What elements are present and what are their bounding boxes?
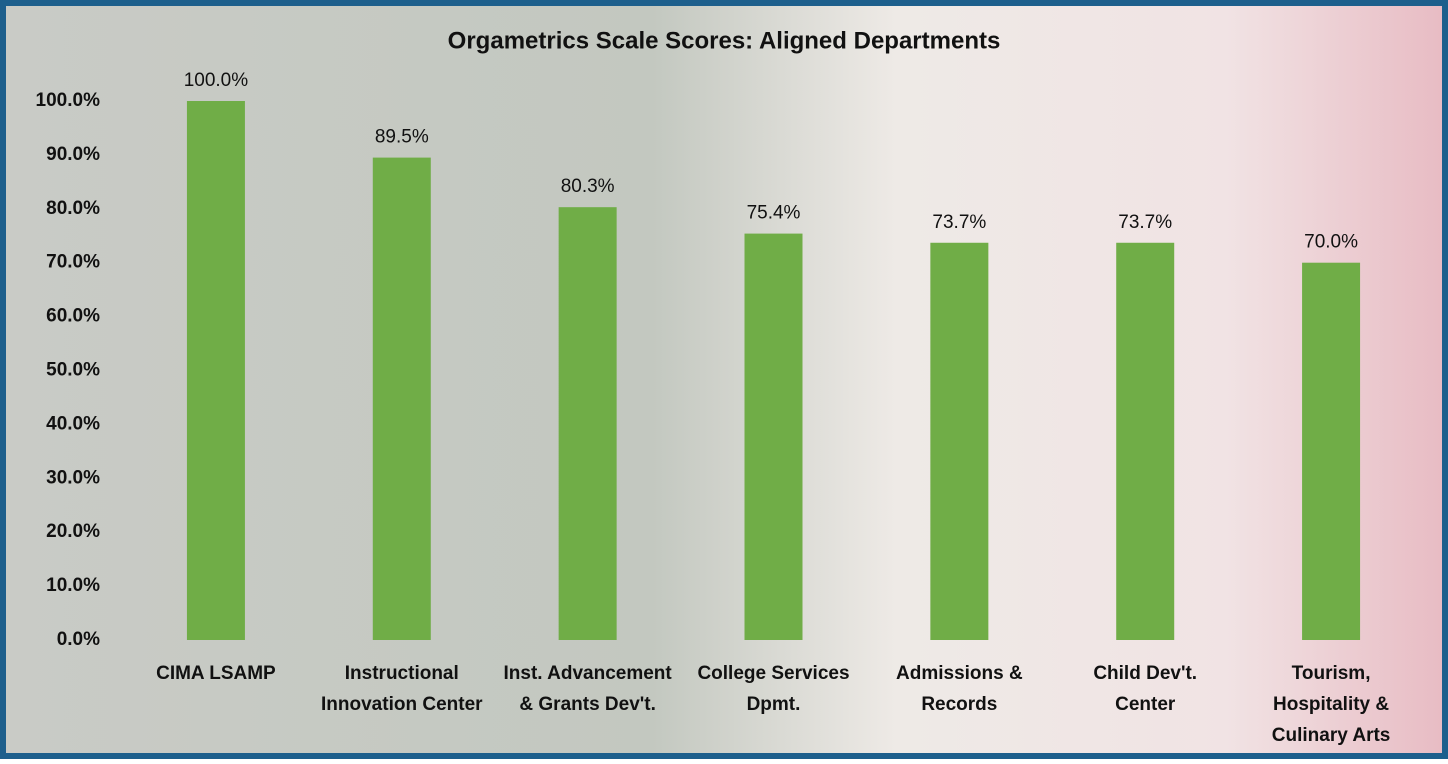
x-tick-label: CIMA LSAMP [156, 663, 276, 684]
y-tick-label: 40.0% [46, 413, 100, 434]
x-tick-label: Hospitality & [1273, 694, 1389, 715]
x-tick-label: Instructional [345, 663, 459, 684]
x-tick-label: Tourism, [1292, 663, 1371, 684]
x-tick-label: Dpmt. [747, 694, 801, 715]
bar [930, 243, 988, 640]
y-tick-label: 70.0% [46, 252, 100, 273]
bar [1302, 263, 1360, 640]
x-tick-label: Child Dev't. [1093, 663, 1197, 684]
value-label: 73.7% [1118, 212, 1172, 233]
x-tick-label: Innovation Center [321, 694, 483, 715]
x-tick-label: Center [1115, 694, 1176, 715]
value-label: 89.5% [375, 127, 429, 148]
y-tick-label: 20.0% [46, 521, 100, 542]
y-tick-label: 50.0% [46, 360, 100, 381]
value-label: 75.4% [747, 203, 801, 224]
y-tick-label: 0.0% [57, 629, 100, 650]
bar [187, 101, 245, 640]
bar [559, 207, 617, 640]
value-label: 73.7% [932, 212, 986, 233]
bar [745, 234, 803, 640]
x-tick-label: College Services [697, 663, 849, 684]
x-tick-label: Records [921, 694, 997, 715]
y-tick-label: 10.0% [46, 575, 100, 596]
value-label: 100.0% [184, 70, 249, 91]
x-tick-label: Admissions & [896, 663, 1023, 684]
chart: Orgametrics Scale Scores: Aligned Depart… [0, 0, 1448, 759]
value-label: 80.3% [561, 176, 615, 197]
y-tick-label: 30.0% [46, 467, 100, 488]
chart-title: Orgametrics Scale Scores: Aligned Depart… [448, 27, 1001, 54]
bar [373, 158, 431, 640]
y-tick-label: 90.0% [46, 144, 100, 165]
y-tick-label: 80.0% [46, 198, 100, 219]
value-label: 70.0% [1304, 232, 1358, 253]
x-tick-label: & Grants Dev't. [519, 694, 656, 715]
bar [1116, 243, 1174, 640]
x-tick-label: Inst. Advancement [504, 663, 673, 684]
y-tick-label: 60.0% [46, 306, 100, 327]
x-tick-label: Culinary Arts [1272, 725, 1391, 746]
y-tick-label: 100.0% [36, 90, 101, 111]
